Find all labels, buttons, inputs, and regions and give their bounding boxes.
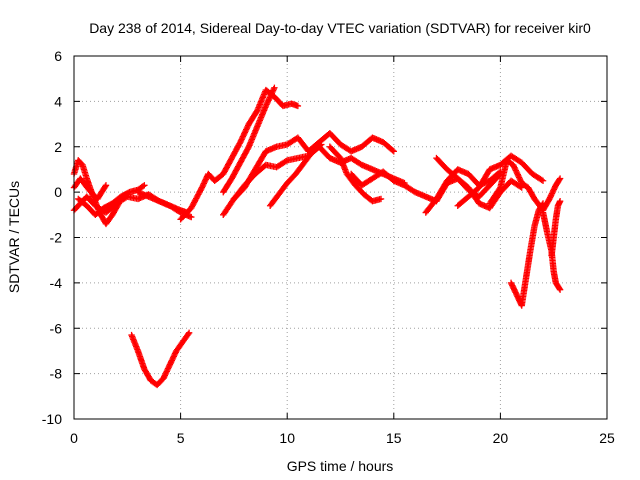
- series-track-11: [267, 141, 325, 209]
- x-tick-label: 0: [70, 430, 78, 446]
- series-track-6: [128, 330, 192, 389]
- series-track-20: [548, 198, 563, 259]
- x-tick-label: 20: [493, 430, 509, 446]
- y-tick-label: 6: [54, 48, 62, 64]
- y-tick-label: -8: [50, 366, 63, 382]
- y-tick-label: 2: [54, 139, 62, 155]
- y-tick-label: 4: [54, 93, 62, 109]
- data-markers: [71, 85, 563, 389]
- x-tick-label: 25: [599, 430, 615, 446]
- grid: [74, 56, 607, 419]
- series-track-5: [135, 189, 190, 216]
- x-tick-labels: 0 5 10 15 20 25: [70, 430, 615, 446]
- chart: Day 238 of 2014, Sidereal Day-to-day VTE…: [0, 0, 640, 480]
- x-tick-label: 15: [386, 430, 402, 446]
- y-tick-label: -4: [50, 275, 63, 291]
- y-axis-label: SDTVAR / TECUs: [6, 181, 22, 293]
- y-tick-label: 0: [54, 184, 62, 200]
- y-tick-labels: -10 -8 -6 -4 -2 0 2 4 6: [42, 48, 62, 427]
- series-track-7: [177, 87, 301, 223]
- chart-title: Day 238 of 2014, Sidereal Day-to-day VTE…: [89, 20, 591, 36]
- series-track-18: [508, 200, 546, 308]
- y-tick-label: -6: [50, 320, 63, 336]
- series-track-10: [220, 144, 408, 218]
- series-track-9: [231, 130, 397, 202]
- plot-frame: [74, 56, 607, 419]
- x-tick-label: 5: [177, 430, 185, 446]
- axis-ticks: [74, 56, 607, 419]
- x-tick-label: 10: [279, 430, 295, 446]
- y-tick-label: -10: [42, 411, 62, 427]
- x-axis-label: GPS time / hours: [287, 458, 394, 474]
- y-tick-label: -2: [50, 230, 63, 246]
